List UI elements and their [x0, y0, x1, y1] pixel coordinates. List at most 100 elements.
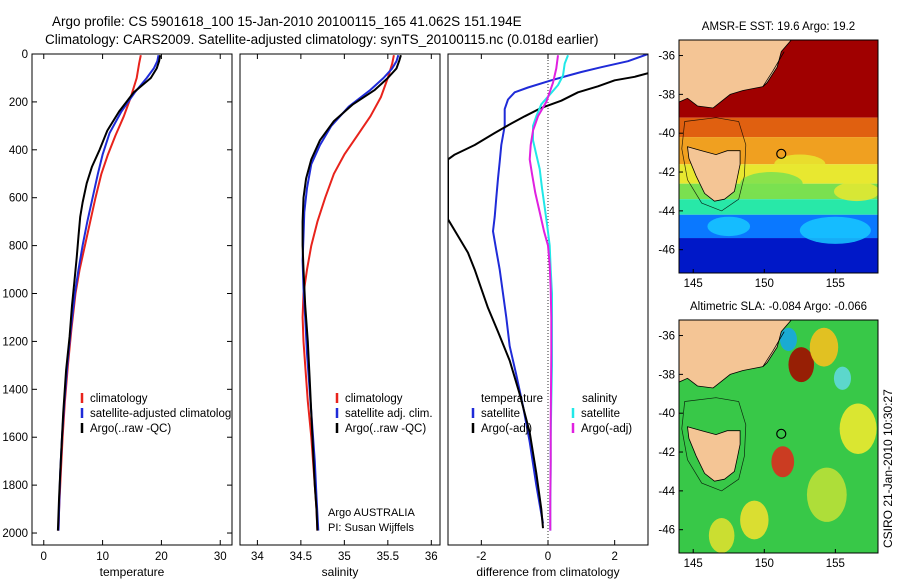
- salinity-legend-label: climatology: [345, 393, 403, 405]
- salinity-series-0: [301, 55, 395, 531]
- temperature-ytick-label: 0: [22, 49, 28, 61]
- sla_map-xtick-label: 155: [826, 558, 845, 570]
- sla-anomaly-blob: [833, 366, 851, 390]
- salinity-annotation: Argo AUSTRALIA: [328, 507, 415, 519]
- salinity-series-1: [301, 54, 400, 531]
- temperature-xlabel: temperature: [100, 565, 165, 579]
- salinity-xtick-label: 36: [425, 551, 438, 563]
- difference-series-0: [492, 54, 648, 524]
- sla_map-frame: [678, 319, 879, 554]
- difference-xtick-label: 2: [611, 551, 617, 563]
- salinity-xtick-label: 35.5: [377, 551, 399, 563]
- temperature-legend-label: climatology: [90, 393, 148, 405]
- shelf-contour-line: [681, 397, 747, 492]
- temperature-xtick-label: 30: [214, 551, 227, 563]
- sla_map-xtick-label: 150: [755, 558, 774, 570]
- shelf-contour-line-east: [762, 331, 785, 367]
- salinity-panel: 34 34.5 35 35.5 36 salinity climatology satelli…: [239, 53, 441, 579]
- side-stamp: CSIRO 21-Jan-2010 10:30:27: [881, 389, 895, 548]
- figure-title-line2: Climatology: CARS2009. Satellite-adjuste…: [45, 32, 599, 47]
- sla_map-title: Altimetric SLA: -0.084 Argo: -0.066: [690, 301, 867, 313]
- difference-legend-header-temperature: temperature: [481, 393, 543, 405]
- temperature-ytick-label: 1600: [2, 432, 28, 444]
- sst-patch: [774, 154, 826, 174]
- sst_map-ytick-label: -36: [658, 51, 675, 63]
- sst_map-frame: [678, 39, 879, 274]
- sst-patch: [833, 181, 878, 202]
- sst_map-argo-position-marker: [776, 148, 787, 159]
- sst_map-xtick-label: 150: [755, 278, 774, 290]
- sla_map-ytick-label: -44: [658, 486, 675, 498]
- sst-band: [679, 238, 878, 273]
- sla-anomaly-blob: [771, 446, 795, 478]
- sst_map-panel: AMSR-E SST: 19.6 Argo: 19.2 145 150 155 -36 -…: [658, 21, 879, 290]
- shelf-contour-line: [681, 117, 747, 212]
- temperature-frame: [31, 53, 233, 546]
- sla-anomaly-blob: [788, 347, 815, 383]
- temperature-ytick-label: 200: [9, 97, 28, 109]
- salinity-annotation: PI: Susan Wijffels: [328, 522, 414, 534]
- difference-xtick-label: -2: [476, 551, 486, 563]
- difference-legend-label: satellite: [581, 408, 620, 420]
- sst_map-ytick-label: -38: [658, 89, 675, 101]
- salinity-xtick-label: 34.5: [290, 551, 312, 563]
- sla-anomaly-blob: [839, 403, 877, 454]
- figure-title-line1: Argo profile: CS 5901618_100 15-Jan-2010…: [52, 14, 522, 29]
- sst-band: [679, 199, 878, 215]
- temperature-ytick-label: 600: [9, 193, 28, 205]
- sla-anomaly-blob: [740, 500, 769, 540]
- temperature-ytick-label: 1800: [2, 480, 28, 492]
- salinity-series-2: [301, 54, 402, 531]
- difference-series-3: [528, 55, 559, 531]
- sst_map-xtick-label: 145: [684, 278, 703, 290]
- salinity-xtick-label: 34: [251, 551, 264, 563]
- tasmania-landmass: [687, 146, 741, 202]
- temperature-ytick-label: 1200: [2, 336, 28, 348]
- sst_map-title: AMSR-E SST: 19.6 Argo: 19.2: [702, 21, 855, 33]
- sst-patch: [707, 216, 751, 237]
- tasmania-landmass: [687, 426, 741, 482]
- difference-panel: -2 0 2 difference from climatology temperatu…: [447, 53, 649, 579]
- difference-xlabel: difference from climatology: [476, 565, 619, 579]
- sla_map-panel: Altimetric SLA: -0.084 Argo: -0.066 145 15…: [658, 301, 879, 570]
- difference-legend-label: satellite: [481, 408, 520, 420]
- temperature-series-0: [57, 55, 142, 531]
- sst-band: [679, 117, 878, 138]
- difference-series-1: [448, 72, 648, 529]
- temperature-xtick-label: 20: [155, 551, 168, 563]
- salinity-legend-label: satellite adj. clim.: [345, 408, 433, 420]
- shelf-contour-line-east: [762, 51, 785, 87]
- sla-anomaly-blob: [708, 518, 735, 553]
- salinity-xlabel: salinity: [322, 565, 359, 579]
- salinity-frame: [239, 53, 441, 546]
- temperature-series-2: [56, 55, 162, 531]
- temperature-ytick-label: 1400: [2, 384, 28, 396]
- sst_map-ytick-label: -46: [658, 245, 675, 257]
- sla-anomaly-blob: [809, 327, 839, 367]
- sla-anomaly-blob: [806, 467, 847, 522]
- sla_map-ytick-label: -36: [658, 331, 675, 343]
- sla_map-ytick-label: -38: [658, 369, 675, 381]
- sla_map-ytick-label: -46: [658, 525, 675, 537]
- temperature-xtick-label: 10: [96, 551, 109, 563]
- temperature-legend-label: Argo(..raw -QC): [90, 423, 171, 435]
- temperature-legend-label: satellite-adjusted climatology: [90, 408, 237, 420]
- sst_map-field: [679, 40, 878, 273]
- temperature-panel: 0 10 20 30 0 200 400 600 800 1000 1200 1400 1600 1800…: [2, 49, 237, 579]
- sst-patch: [740, 172, 803, 196]
- salinity-legend-label: Argo(..raw -QC): [345, 423, 426, 435]
- sla_map-field: [679, 320, 878, 553]
- difference-legend-label: Argo(-adj): [481, 423, 532, 435]
- temperature-ytick-label: 1000: [2, 289, 28, 301]
- salinity-xtick-label: 35: [338, 551, 351, 563]
- sst_map-ytick-label: -44: [658, 206, 675, 218]
- sst_map-ytick-label: -40: [658, 128, 675, 140]
- temperature-ytick-label: 800: [9, 241, 28, 253]
- sla_map-ytick-label: -40: [658, 408, 675, 420]
- difference-xtick-label: 0: [545, 551, 551, 563]
- difference-legend-header-salinity: salinity: [582, 393, 617, 405]
- sla_map-argo-position-marker: [776, 428, 787, 439]
- temperature-xtick-label: 0: [41, 551, 47, 563]
- temperature-ytick-label: 2000: [2, 528, 28, 540]
